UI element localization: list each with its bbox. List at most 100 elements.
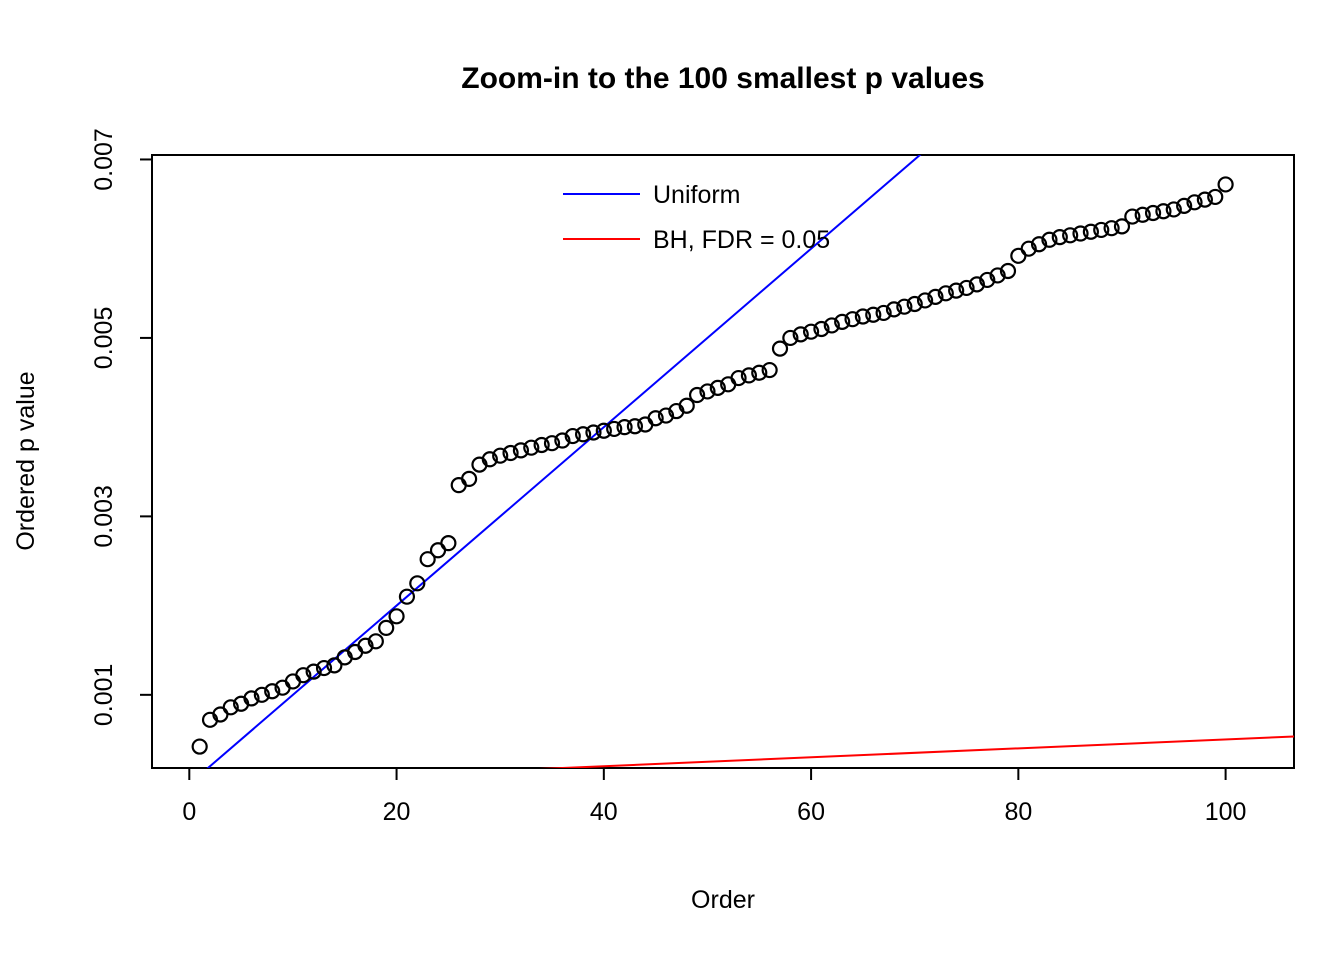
data-point (533, 436, 550, 454)
x-tick-label: 20 (383, 798, 411, 826)
data-point (264, 683, 281, 700)
data-point (678, 397, 695, 414)
data-point (999, 262, 1017, 280)
data-point (554, 432, 571, 449)
data-point (564, 427, 581, 445)
data-point (1103, 220, 1120, 237)
data-point (626, 418, 644, 435)
data-point (481, 451, 498, 468)
data-point (751, 364, 768, 381)
data-point (927, 288, 944, 305)
data-point (885, 301, 903, 318)
data-point (388, 608, 405, 625)
data-point (461, 470, 478, 487)
data-point (492, 447, 509, 464)
reference-lines (206, 155, 1294, 768)
data-point (854, 308, 872, 325)
data-point (1176, 197, 1193, 214)
data-point (1155, 203, 1172, 220)
data-point (937, 285, 954, 302)
data-point (948, 282, 965, 299)
data-point (315, 659, 333, 677)
data-point (305, 663, 322, 680)
x-tick-label: 60 (797, 798, 825, 826)
data-point (440, 535, 457, 552)
data-point (574, 426, 592, 443)
data-point (730, 369, 747, 387)
data-point (1062, 227, 1079, 244)
y-tick-label: 0.005 (90, 307, 118, 370)
data-point (409, 575, 426, 592)
data-point (243, 690, 260, 707)
y-tick-label: 0.003 (90, 485, 118, 548)
data-point (916, 292, 934, 309)
data-point (968, 276, 985, 293)
data-point (1196, 191, 1213, 208)
data-point (1072, 225, 1089, 242)
data-point (699, 383, 716, 400)
data-point (1082, 223, 1099, 240)
data-point (367, 633, 384, 650)
legend-bh-label: BH, FDR = 0.05 (653, 226, 830, 254)
data-point (616, 419, 633, 436)
x-axis: 0 20 40 60 80 100 (182, 768, 1246, 826)
x-tick-label: 0 (182, 798, 196, 826)
data-point (512, 442, 530, 459)
chart-title: Zoom-in to the 100 smallest p values (461, 62, 984, 95)
data-point (823, 317, 840, 334)
x-tick-label: 40 (590, 798, 618, 826)
data-point (523, 439, 540, 456)
data-point (782, 329, 799, 347)
data-point (284, 673, 302, 690)
y-tick-label: 0.001 (90, 664, 118, 727)
data-point (1020, 240, 1037, 257)
data-point (502, 444, 519, 462)
data-point (771, 340, 789, 357)
legend: Uniform BH, FDR = 0.05 (563, 181, 830, 254)
data-point (1113, 218, 1131, 235)
uniform-line (206, 155, 922, 768)
data-point (1134, 206, 1151, 223)
y-tick-label: 0.007 (90, 128, 118, 191)
y-axis-label: Ordered p value (12, 371, 40, 550)
data-point (1093, 221, 1110, 239)
data-point (844, 311, 861, 328)
data-point (834, 313, 851, 330)
data-point (398, 588, 416, 605)
x-tick-label: 80 (1004, 798, 1032, 826)
data-point (450, 477, 467, 494)
data-point (378, 619, 395, 637)
data-point (1124, 208, 1141, 225)
data-point (1165, 201, 1182, 218)
data-point (222, 699, 239, 716)
data-point (875, 304, 892, 322)
data-point (688, 386, 706, 404)
x-tick-label: 100 (1205, 798, 1247, 826)
x-axis-label: Order (691, 886, 755, 914)
data-point (761, 361, 778, 379)
data-point (802, 323, 820, 340)
bh-threshold-line (539, 735, 1294, 768)
data-point (357, 637, 374, 654)
data-point (906, 295, 923, 313)
data-point (1041, 231, 1058, 248)
data-point (595, 422, 612, 439)
data-point (1186, 194, 1203, 211)
data-point (740, 367, 758, 384)
data-point (1030, 236, 1048, 253)
y-axis: 0.001 0.003 0.005 0.007 (90, 128, 152, 726)
data-point (326, 657, 343, 674)
data-point (1144, 204, 1162, 222)
data-point (896, 298, 913, 315)
data-point (637, 416, 654, 433)
data-point (585, 424, 602, 441)
plot-box (151, 154, 1295, 769)
data-point (191, 738, 208, 755)
legend-uniform-label: Uniform (653, 181, 741, 209)
data-point (958, 279, 975, 297)
data-point (1217, 176, 1234, 193)
data-point (1207, 188, 1224, 206)
data-point (989, 267, 1006, 284)
